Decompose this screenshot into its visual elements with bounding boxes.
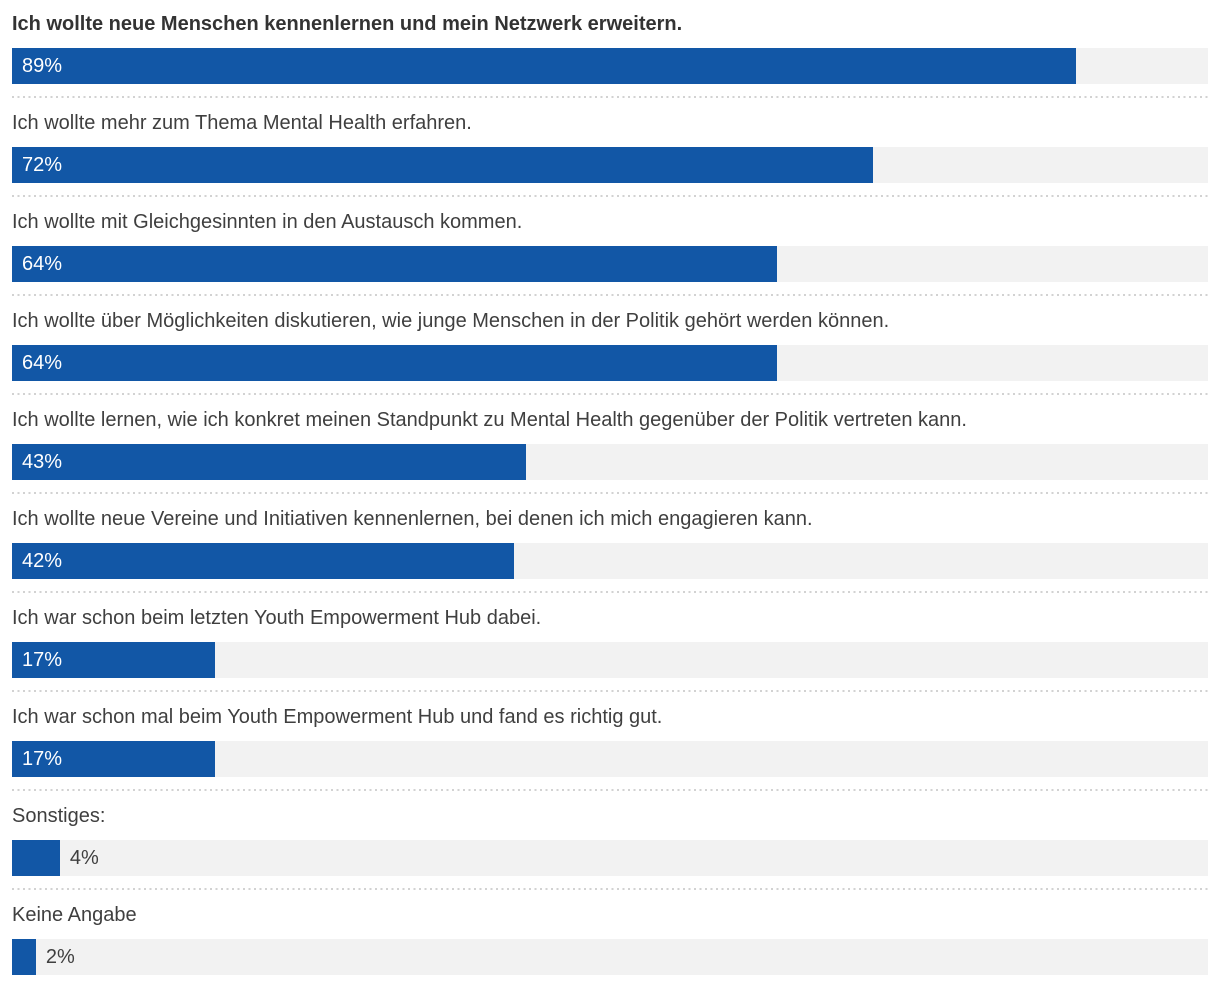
bar-track: 17% <box>12 642 1208 678</box>
row-separator <box>12 789 1208 791</box>
bar-value: 72% <box>22 154 63 176</box>
bar-track: 17% <box>12 741 1208 777</box>
chart-row: Keine Angabe 2% <box>12 890 1208 975</box>
chart-row: Sonstiges: 4% <box>12 791 1208 890</box>
bar: 72% <box>12 147 874 183</box>
bar <box>12 840 60 876</box>
bar-track: 64% <box>12 246 1208 282</box>
chart-row: Ich wollte mehr zum Thema Mental Health … <box>12 98 1208 197</box>
row-label: Ich wollte neue Menschen kennenlernen un… <box>12 13 683 35</box>
bar: 89% <box>12 48 1077 84</box>
chart-row: Ich war schon mal beim Youth Empowerment… <box>12 692 1208 791</box>
row-separator <box>12 591 1208 593</box>
row-label: Keine Angabe <box>12 904 137 926</box>
row-separator <box>12 690 1208 692</box>
bar: 64% <box>12 246 778 282</box>
row-label: Ich wollte neue Vereine und Initiativen … <box>12 508 813 530</box>
row-separator <box>12 492 1208 494</box>
row-separator <box>12 195 1208 197</box>
bar: 42% <box>12 543 515 579</box>
chart-row: Ich war schon beim letzten Youth Empower… <box>12 593 1208 692</box>
bar-track: 72% <box>12 147 1208 183</box>
row-label: Ich wollte mehr zum Thema Mental Health … <box>12 112 472 134</box>
bar-value: 42% <box>22 550 63 572</box>
chart-row: Ich wollte mit Gleichgesinnten in den Au… <box>12 197 1208 296</box>
row-label: Ich wollte mit Gleichgesinnten in den Au… <box>12 211 523 233</box>
bar-track: 2% <box>12 939 1208 975</box>
bar-value: 17% <box>22 748 63 770</box>
row-label: Ich war schon mal beim Youth Empowerment… <box>12 706 663 728</box>
bar-value: 89% <box>22 55 63 77</box>
bar-track: 42% <box>12 543 1208 579</box>
bar-track: 4% <box>12 840 1208 876</box>
bar-value: 17% <box>22 649 63 671</box>
bar: 17% <box>12 642 216 678</box>
bar: 17% <box>12 741 216 777</box>
row-separator <box>12 393 1208 395</box>
row-separator <box>12 96 1208 98</box>
row-separator <box>12 888 1208 890</box>
chart-row: Ich wollte neue Menschen kennenlernen un… <box>12 0 1208 98</box>
bar-track: 64% <box>12 345 1208 381</box>
row-label: Ich war schon beim letzten Youth Empower… <box>12 607 542 629</box>
bar-track: 89% <box>12 48 1208 84</box>
bar-value: 43% <box>22 451 63 473</box>
chart-row: Ich wollte neue Vereine und Initiativen … <box>12 494 1208 593</box>
chart-row: Ich wollte lernen, wie ich konkret meine… <box>12 395 1208 494</box>
bar: 43% <box>12 444 527 480</box>
row-label: Ich wollte lernen, wie ich konkret meine… <box>12 409 967 431</box>
bar <box>12 939 36 975</box>
bar-value: 64% <box>22 352 63 374</box>
bar-track: 43% <box>12 444 1208 480</box>
row-label: Ich wollte über Möglichkeiten diskutiere… <box>12 310 890 332</box>
bar: 64% <box>12 345 778 381</box>
chart-row: Ich wollte über Möglichkeiten diskutiere… <box>12 296 1208 395</box>
bar-value: 2% <box>45 946 75 968</box>
bar-value: 64% <box>22 253 63 275</box>
row-separator <box>12 294 1208 296</box>
bar-value: 4% <box>69 847 99 869</box>
row-label: Sonstiges: <box>12 805 106 827</box>
